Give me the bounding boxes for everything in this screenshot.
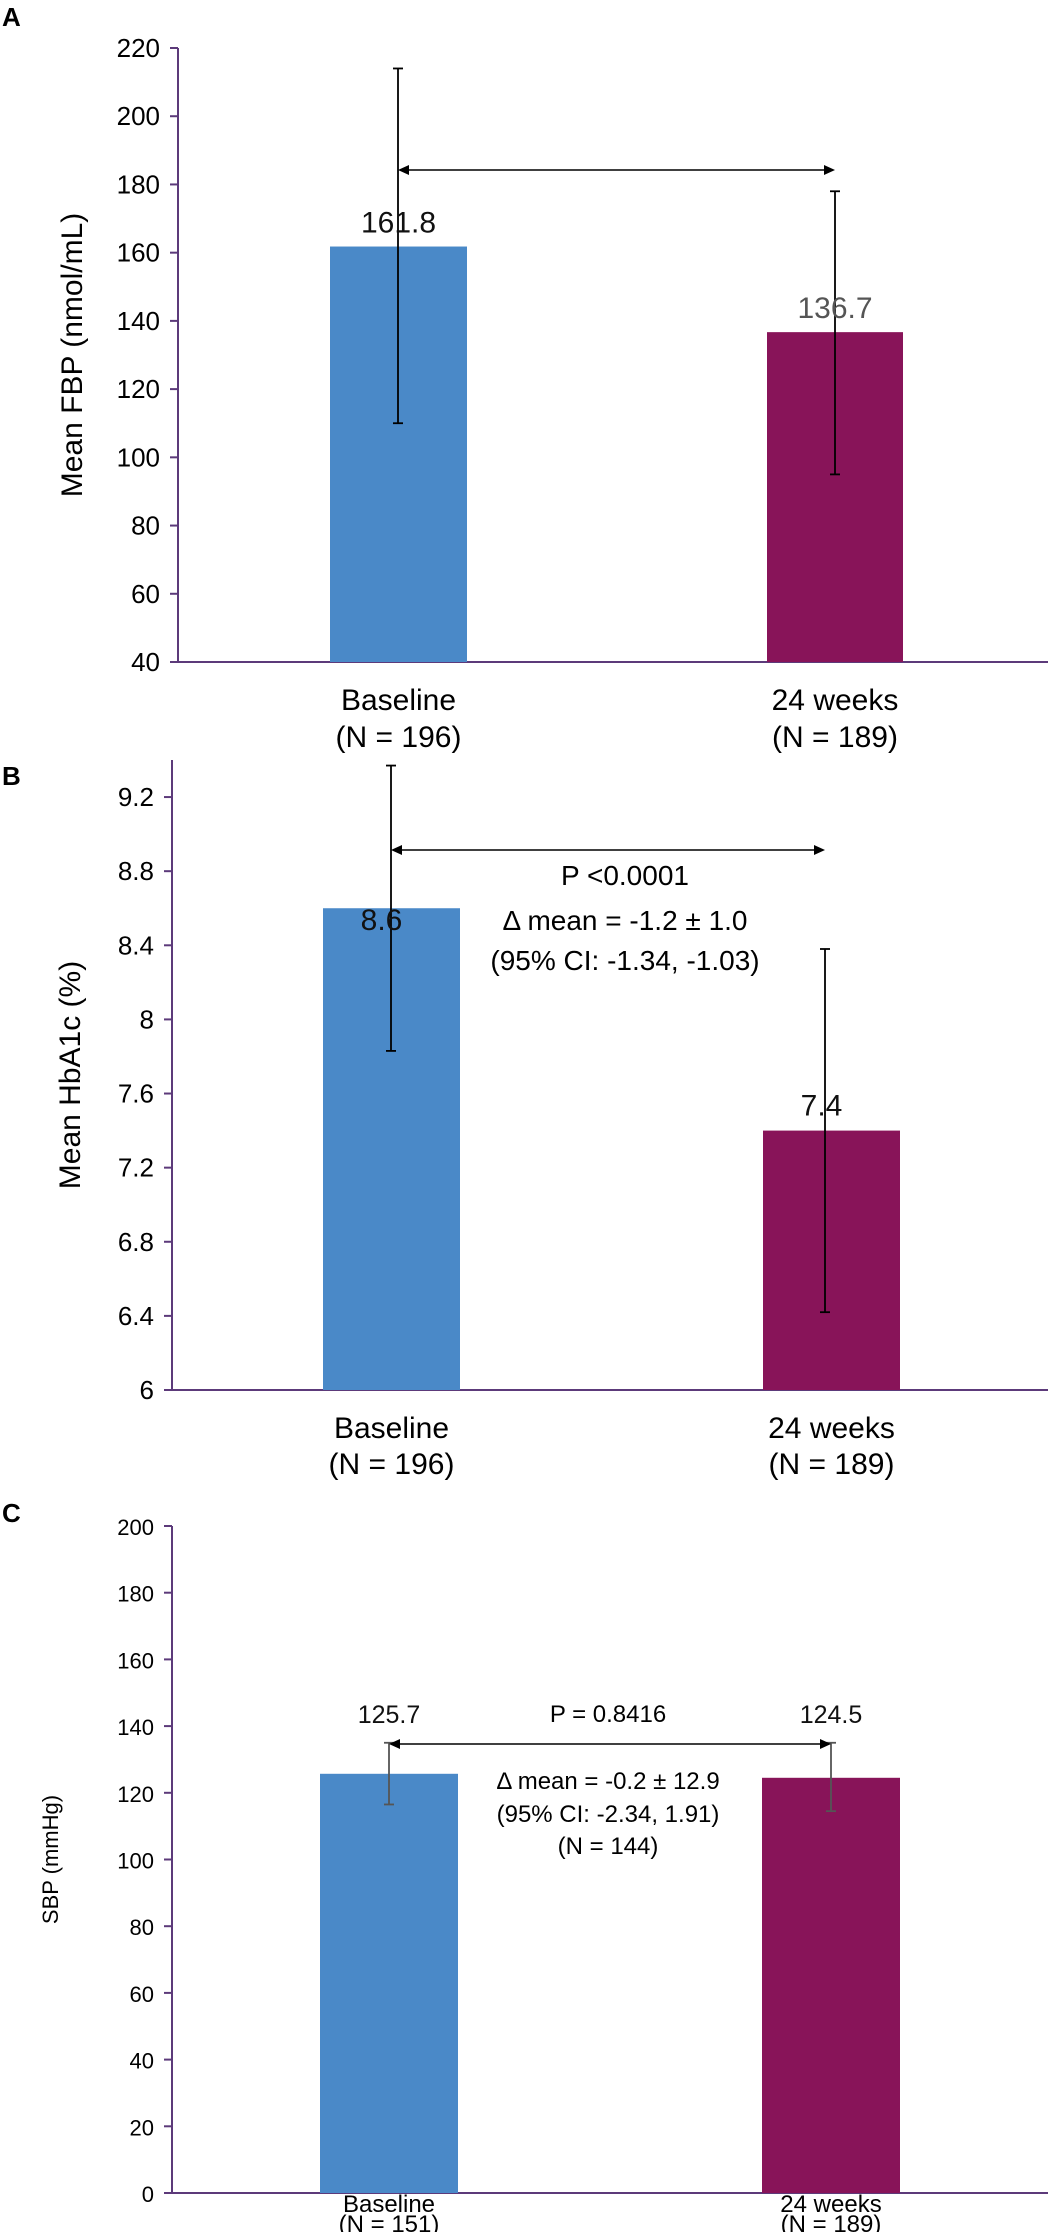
annotation-text: (95% CI: -1.34, -1.03) <box>490 945 759 976</box>
y-tick-label: 180 <box>117 169 160 199</box>
category-n-label: (N = 196) <box>329 1448 455 1481</box>
data-label: 136.7 <box>797 292 872 325</box>
y-tick-label: 100 <box>117 1849 154 1874</box>
y-tick-label: 60 <box>131 579 160 609</box>
annotation-text: (N = 144) <box>558 1833 659 1860</box>
annotation-text: P = 0.8416 <box>550 1701 666 1728</box>
y-tick-label: 7.6 <box>118 1079 154 1109</box>
panel-label-B: B <box>2 761 21 791</box>
y-tick-label: 80 <box>130 1915 154 1940</box>
y-tick-label: 0 <box>142 2182 154 2207</box>
bar-24-weeks <box>762 1777 900 2193</box>
y-tick-label: 140 <box>117 306 160 336</box>
data-label: 161.8 <box>361 207 436 240</box>
y-tick-label: 140 <box>117 1715 154 1740</box>
arrowhead-right <box>824 165 835 175</box>
data-label: 8.6 <box>361 904 403 937</box>
arrowhead-left <box>398 165 409 175</box>
y-axis-label: SBP (mmHg) <box>38 1795 63 1924</box>
y-tick-label: 60 <box>130 1982 154 2007</box>
y-tick-label: 8 <box>140 1004 154 1034</box>
y-tick-label: 220 <box>117 33 160 63</box>
arrowhead-right <box>820 1739 831 1749</box>
category-label: Baseline <box>343 2191 435 2218</box>
y-tick-label: 8.4 <box>118 930 154 960</box>
y-axis-label: Mean FBP (nmol/mL) <box>56 213 89 498</box>
category-label: Baseline <box>341 684 456 717</box>
annotation-text: Δ mean = -1.2 ± 1.0 <box>503 905 748 936</box>
bar-24-weeks <box>763 1130 900 1390</box>
arrowhead-left <box>391 845 402 855</box>
y-tick-label: 180 <box>117 1582 154 1607</box>
category-label: 24 weeks <box>768 1412 895 1445</box>
y-tick-label: 9.2 <box>118 782 154 812</box>
y-tick-label: 40 <box>130 2049 154 2074</box>
y-tick-label: 200 <box>117 1515 154 1540</box>
annotation-text: Δ mean = -0.2 ± 12.9 <box>496 1768 719 1795</box>
y-tick-label: 7.2 <box>118 1153 154 1183</box>
bar-baseline <box>320 1773 458 2193</box>
category-n-label: (N = 151) <box>339 2211 440 2232</box>
y-tick-label: 120 <box>117 374 160 404</box>
category-label: 24 weeks <box>772 684 899 717</box>
y-tick-label: 20 <box>130 2115 154 2140</box>
data-label: 124.5 <box>800 1701 863 1729</box>
category-label: 24 weeks <box>780 2191 881 2218</box>
category-n-label: (N = 189) <box>772 721 898 754</box>
y-tick-label: 100 <box>117 442 160 472</box>
y-tick-label: 6 <box>140 1375 154 1405</box>
y-tick-label: 120 <box>117 1782 154 1807</box>
y-tick-label: 8.8 <box>118 856 154 886</box>
y-tick-label: 6.4 <box>118 1301 154 1331</box>
y-tick-label: 6.8 <box>118 1227 154 1257</box>
category-label: Baseline <box>334 1412 449 1445</box>
category-n-label: (N = 189) <box>769 1448 895 1481</box>
y-tick-label: 40 <box>131 647 160 677</box>
annotation-text: (95% CI: -2.34, 1.91) <box>497 1801 720 1828</box>
annotation-text: P <0.0001 <box>561 860 689 891</box>
y-tick-label: 160 <box>117 1648 154 1673</box>
data-label: 125.7 <box>358 1701 421 1729</box>
y-tick-label: 200 <box>117 101 160 131</box>
category-n-label: (N = 189) <box>781 2211 882 2232</box>
y-tick-label: 160 <box>117 238 160 268</box>
panel-label-A: A <box>2 2 21 32</box>
panel-label-C: C <box>2 1498 21 1528</box>
data-label: 7.4 <box>801 1090 843 1123</box>
y-tick-label: 80 <box>131 511 160 541</box>
arrowhead-left <box>389 1739 400 1749</box>
y-axis-label: Mean HbA1c (%) <box>54 961 87 1189</box>
arrowhead-right <box>814 845 825 855</box>
category-n-label: (N = 196) <box>336 721 462 754</box>
